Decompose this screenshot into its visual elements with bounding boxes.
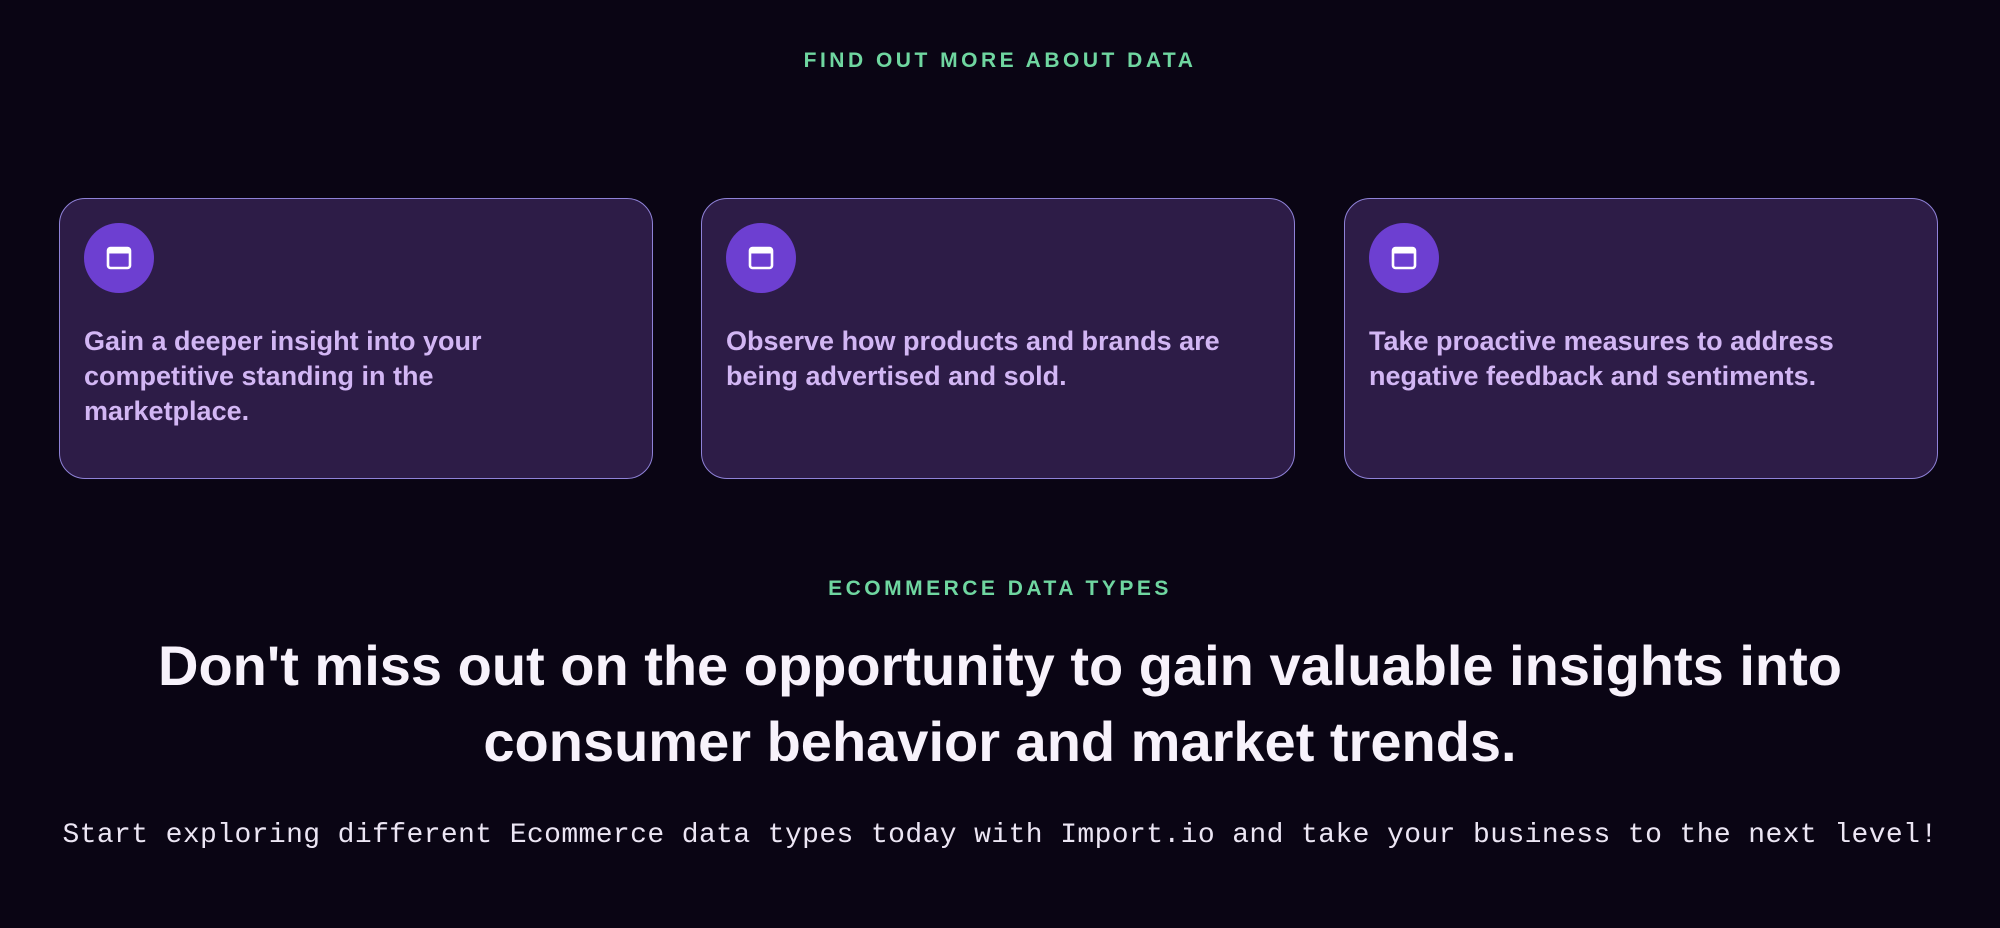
section-subtext: Start exploring different Ecommerce data… <box>62 820 1938 851</box>
browser-window-icon <box>84 223 154 293</box>
card-text: Gain a deeper insight into your competit… <box>84 326 482 426</box>
feature-card: Take proactive measures to address negat… <box>1344 198 1938 479</box>
card-text: Take proactive measures to address negat… <box>1369 326 1834 391</box>
feature-card: Observe how products and brands are bein… <box>701 198 1295 479</box>
browser-window-icon <box>726 223 796 293</box>
section-heading: Don't miss out on the opportunity to gai… <box>0 628 2000 780</box>
section-eyebrow: ECOMMERCE DATA TYPES <box>828 577 1172 600</box>
browser-window-icon <box>1369 223 1439 293</box>
feature-card: Gain a deeper insight into your competit… <box>59 198 653 479</box>
heading-text: Don't miss out on the opportunity to gai… <box>158 634 1842 773</box>
section-eyebrow: FIND OUT MORE ABOUT DATA <box>803 49 1197 72</box>
card-text: Observe how products and brands are bein… <box>726 326 1220 391</box>
